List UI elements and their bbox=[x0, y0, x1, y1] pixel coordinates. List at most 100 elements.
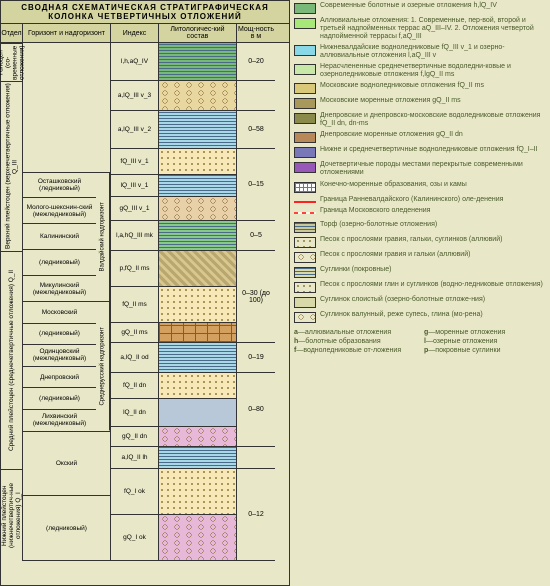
index-cell: a,lQ_III v_3 bbox=[111, 81, 158, 111]
legend-item: Нижневалдайские водноледниковые fQ_III v… bbox=[294, 44, 546, 60]
legend-text: Дочетвертичные породы местами перекрытые… bbox=[320, 161, 546, 177]
index-cell: fQ_II ms bbox=[111, 287, 158, 323]
legend-lithology: Торф (озерно-болотные отложения) Песок с … bbox=[294, 221, 546, 323]
legend-swatch bbox=[294, 222, 316, 233]
legend-text: Суглинок слоистый (озерно-болотные отлож… bbox=[320, 296, 485, 304]
legend-item: Современные болотные и озерные отложения… bbox=[294, 2, 546, 14]
legend-swatch bbox=[294, 3, 316, 14]
legend-item: Аллювиальные отложения: 1. Современные, … bbox=[294, 17, 546, 41]
data-area: Голоцен (со-временные отложения)Верхний … bbox=[1, 43, 289, 561]
horizont-cell: Микулинский (межледниковый) bbox=[23, 276, 96, 301]
horizont-cell: Калининский bbox=[23, 224, 96, 250]
lithology-cell bbox=[159, 373, 236, 399]
index-cell: fQ_I ok bbox=[111, 469, 158, 515]
stratigraphic-column: СВОДНАЯ СХЕМАТИЧЕСКАЯ СТРАТИГРАФИЧЕСКАЯ … bbox=[0, 0, 290, 586]
thickness-cell: 0–20 bbox=[237, 43, 275, 81]
nadgorizont-label: Валдайский надгоризонт bbox=[96, 173, 110, 302]
abbr-row: h—болотные образованияl—озерные отложени… bbox=[294, 338, 546, 345]
main-container: СВОДНАЯ СХЕМАТИЧЕСКАЯ СТРАТИГРАФИЧЕСКАЯ … bbox=[0, 0, 550, 586]
horizont-cell: Московский bbox=[23, 302, 96, 324]
legend-item: Днепровские моренные отложения gQ_II dn bbox=[294, 131, 546, 143]
header-otdel: Отдел bbox=[1, 24, 23, 42]
legend-swatch bbox=[294, 282, 316, 293]
legend-text: Суглинок валунный, реже супесь, глина (м… bbox=[320, 311, 483, 319]
lithology-cell bbox=[159, 469, 236, 515]
horizont-group: Осташковский (ледниковый)Молого-шекснин-… bbox=[23, 173, 110, 303]
thickness-cell: 0–30 (до 100) bbox=[237, 251, 275, 343]
header-lith: Литологичес-кий состав bbox=[159, 24, 237, 42]
header-index: Индекс bbox=[111, 24, 159, 42]
otdel-cell: Нижний плейстоцен (нижнечетвертич-ные от… bbox=[1, 469, 22, 561]
legend-lith-item: Песок с прослоями гравия и гальки (аллюв… bbox=[294, 251, 546, 263]
index-cell: lQ_III v_1 bbox=[111, 175, 158, 197]
index-cell: gQ_II ms bbox=[111, 323, 158, 343]
legend-text: Граница Московского оледенения bbox=[320, 207, 430, 215]
title-line2: КОЛОНКА ЧЕТВЕРТИЧНЫХ ОТЛОЖЕНИЙ bbox=[3, 12, 287, 21]
legend-swatch bbox=[294, 64, 316, 75]
legend-text: Аллювиальные отложения: 1. Современные, … bbox=[320, 17, 546, 41]
lithology-cell bbox=[159, 81, 236, 111]
legend-item: Днепровские и днепровско-московские водо… bbox=[294, 112, 546, 128]
nadgorizont-label: Среднерусский надгоризонт bbox=[96, 302, 110, 431]
legend-item: Нерасчлененные среднечетвертичные водоле… bbox=[294, 63, 546, 79]
lithology-column bbox=[159, 43, 237, 561]
horizont-cell: (ледниковый) bbox=[23, 496, 110, 560]
legend-text: Торф (озерно-болотные отложения) bbox=[320, 221, 437, 229]
legend-swatch bbox=[294, 182, 316, 193]
horizont-cell bbox=[23, 43, 110, 172]
legend-swatch bbox=[294, 162, 316, 173]
legend-text: Граница Ранневалдайского (Калининского) … bbox=[320, 196, 503, 204]
thickness-cell: 0–15 bbox=[237, 149, 275, 221]
thickness-cell bbox=[237, 81, 275, 111]
index-column: l,h,aQ_IVa,lQ_III v_3a,lQ_III v_2fQ_III … bbox=[111, 43, 159, 561]
legend-text: Песок с прослоями гравия и гальки (аллюв… bbox=[320, 251, 470, 259]
legend-item: Нижне и среднечетвертичные водноледников… bbox=[294, 146, 546, 158]
legend-swatch bbox=[294, 312, 316, 323]
horizont-cell: (ледниковый) bbox=[23, 388, 96, 410]
legend-swatch bbox=[294, 147, 316, 158]
legend-text: Суглинки (покровные) bbox=[320, 266, 391, 274]
horizont-cell: (ледниковый) bbox=[23, 324, 96, 346]
lithology-cell bbox=[159, 343, 236, 373]
lithology-cell bbox=[159, 323, 236, 343]
legend-swatch bbox=[294, 267, 316, 278]
index-cell: gQ_III v_1 bbox=[111, 197, 158, 221]
legend-item: Московские моренные отложения gQ_II ms bbox=[294, 97, 546, 109]
horizont-column: Осташковский (ледниковый)Молого-шекснин-… bbox=[23, 43, 111, 561]
lithology-cell bbox=[159, 175, 236, 197]
horizont-group: Окский(ледниковый) bbox=[23, 432, 110, 562]
abbr-item: l—озерные отложения bbox=[424, 338, 546, 345]
thickness-cell: 0–80 bbox=[237, 373, 275, 447]
otdel-column: Голоцен (со-временные отложения)Верхний … bbox=[1, 43, 23, 561]
legend-item: Конечно-моренные образования, озы и камы bbox=[294, 181, 546, 193]
lithology-cell bbox=[159, 287, 236, 323]
index-cell: gQ_I ok bbox=[111, 515, 158, 561]
abbr-item: a—аллювиальные отложения bbox=[294, 329, 416, 336]
index-cell: l,h,aQ_IV bbox=[111, 43, 158, 81]
legend-text: Московские водноледниковые отложения fQ_… bbox=[320, 82, 484, 90]
horizont-group: Московский(ледниковый)Одинцовский (межле… bbox=[23, 302, 110, 432]
legend-text: Песок с прослоями гравия, гальки, суглин… bbox=[320, 236, 502, 244]
thickness-cell bbox=[237, 447, 275, 469]
legend-lith-item: Песок с прослоями глин и суглинков (водн… bbox=[294, 281, 546, 293]
lithology-cell bbox=[159, 515, 236, 561]
legend-text: Современные болотные и озерные отложения… bbox=[320, 2, 497, 10]
legend-text: Конечно-моренные образования, озы и камы bbox=[320, 181, 467, 189]
horizont-cell: Осташковский (ледниковый) bbox=[23, 173, 96, 199]
legend-swatch bbox=[294, 252, 316, 263]
legend-swatch bbox=[294, 212, 316, 214]
legend-panel: Современные болотные и озерные отложения… bbox=[290, 0, 550, 586]
column-headers: Отдел Горизонт и надгоризонт Индекс Лито… bbox=[1, 24, 289, 43]
horizont-cell: Окский bbox=[23, 432, 110, 497]
legend-swatch bbox=[294, 297, 316, 308]
abbr-row: a—аллювиальные отложения g—моренные отлож… bbox=[294, 329, 546, 336]
index-cell: gQ_II dn bbox=[111, 427, 158, 447]
abbr-item: g—моренные отложения bbox=[424, 329, 546, 336]
thickness-column: 0–200–580–150–50–30 (до 100)0–190–800–12 bbox=[237, 43, 275, 561]
horizont-cell: Днепровский bbox=[23, 367, 96, 389]
index-cell: a,lQ_III v_2 bbox=[111, 111, 158, 149]
horizont-group bbox=[23, 43, 110, 173]
title: СВОДНАЯ СХЕМАТИЧЕСКАЯ СТРАТИГРАФИЧЕСКАЯ … bbox=[1, 1, 289, 24]
legend-text: Песок с прослоями глин и суглинков (водн… bbox=[320, 281, 543, 289]
index-cell: p,fQ_II ms bbox=[111, 251, 158, 287]
